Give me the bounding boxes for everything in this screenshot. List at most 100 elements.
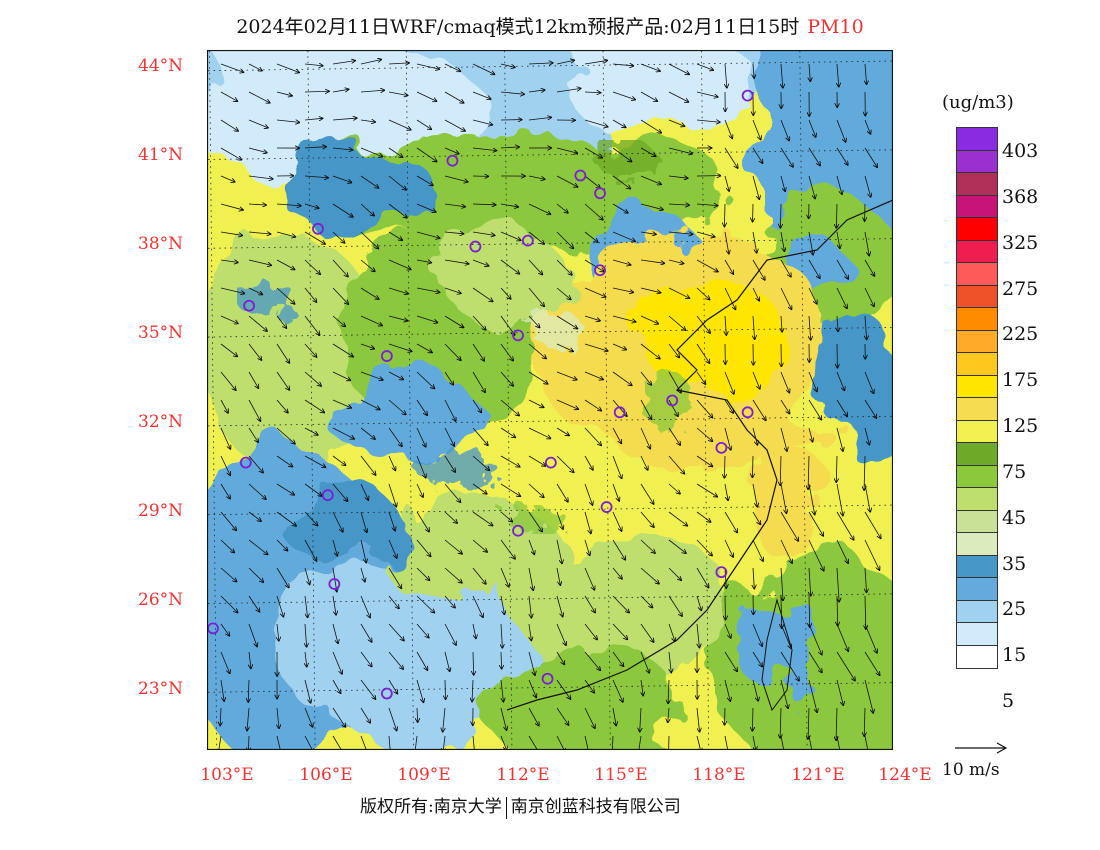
wind-arrow <box>388 399 406 415</box>
wind-arrow <box>248 315 267 331</box>
wind-arrow <box>304 147 326 148</box>
colorbar-swatch <box>957 555 997 578</box>
wind-arrow <box>388 343 412 351</box>
wind-arrow <box>864 483 870 512</box>
city-marker <box>741 89 754 102</box>
colorbar-swatch <box>957 128 997 151</box>
wind-arrow <box>584 315 600 321</box>
wind-arrow <box>360 343 374 349</box>
wind-arrow <box>584 203 603 220</box>
wind-arrow <box>668 315 685 330</box>
wind-arrow <box>668 567 681 580</box>
wind-arrow <box>836 707 837 740</box>
wind-arrow <box>444 455 455 472</box>
wind-arrow <box>276 63 299 73</box>
wind-arrow <box>696 623 699 647</box>
wind-arrow <box>304 399 324 413</box>
wind-arrow <box>556 203 568 213</box>
wind-arrow <box>584 595 595 613</box>
wind-arrow <box>528 343 546 359</box>
wind-arrow <box>500 231 521 240</box>
wind-arrow <box>472 427 488 445</box>
wind-arrow <box>556 343 573 351</box>
wind-arrow <box>584 483 593 505</box>
wind-arrow <box>220 707 221 726</box>
wind-arrow <box>808 483 815 515</box>
wind-arrow <box>304 259 320 274</box>
wind-arrow <box>780 707 781 738</box>
wind-arrow <box>612 679 623 702</box>
city-marker <box>469 240 482 253</box>
wind-arrow <box>584 231 598 242</box>
wind-arrow <box>304 231 325 244</box>
latitude-line <box>207 327 893 338</box>
wind-arrow <box>724 651 737 671</box>
wind-arrow <box>444 91 464 103</box>
wind-arrow <box>640 119 661 133</box>
city-marker <box>594 264 606 277</box>
wind-arrow <box>276 455 292 467</box>
wind-arrow <box>473 651 474 675</box>
wind-arrow <box>472 147 497 151</box>
colorbar-swatch <box>957 330 997 353</box>
wind-arrow <box>444 259 469 264</box>
wind-arrow <box>669 651 671 673</box>
wind-arrow <box>724 455 725 478</box>
wind-arrow <box>780 455 781 485</box>
wind-arrow <box>556 259 572 275</box>
wind-arrow <box>808 371 817 391</box>
wind-arrow <box>248 175 273 179</box>
wind-arrow <box>388 511 395 531</box>
wind-arrow <box>668 63 689 74</box>
wind-arrow <box>360 455 376 475</box>
wind-arrow <box>752 455 753 477</box>
wind-arrow <box>305 623 307 647</box>
city-marker <box>574 169 587 182</box>
wind-arrow <box>220 119 238 131</box>
wind-arrow <box>640 343 660 359</box>
wind-arrow <box>332 231 345 243</box>
wind-arrow <box>556 287 571 299</box>
wind-arrow <box>416 231 440 238</box>
wind-arrow <box>472 259 489 266</box>
wind-arrow <box>248 204 266 205</box>
wind-arrow <box>780 427 787 451</box>
wind-vectors <box>217 60 880 750</box>
lon-label-115: 115°E <box>594 765 648 785</box>
wind-arrow <box>640 175 661 184</box>
colorbar-swatch <box>957 398 997 421</box>
wind-arrow <box>556 679 571 699</box>
map-panel <box>207 50 893 750</box>
wind-arrow <box>781 315 782 332</box>
wind-arrow <box>276 204 301 206</box>
wind-arrow <box>809 315 811 340</box>
wind-arrow <box>612 651 623 666</box>
wind-arrow <box>780 511 798 541</box>
wind-arrow <box>808 119 816 137</box>
wind-arrow <box>752 371 760 389</box>
wind-arrow <box>444 119 465 131</box>
wind-arrow <box>556 315 577 329</box>
wind-arrow <box>780 399 790 414</box>
wind-arrow <box>780 147 793 167</box>
wind-arrow <box>640 399 652 419</box>
latitude-line <box>207 149 893 160</box>
wind-arrow <box>248 119 268 128</box>
wind-arrow <box>836 623 848 651</box>
wind-arrow <box>388 371 403 380</box>
wind-arrow <box>388 455 395 470</box>
wind-arrow <box>584 147 602 158</box>
wind-arrow <box>416 511 429 532</box>
wind-arrow <box>444 315 464 328</box>
city-marker <box>380 687 393 700</box>
wind-arrow <box>696 707 700 732</box>
wind-arrow <box>444 399 456 421</box>
colorbar-swatch <box>957 285 997 308</box>
colorbar-swatch <box>957 150 997 173</box>
wind-arrow <box>640 539 655 553</box>
copyright: 版权所有:南京大学 南京创蓝科技有限公司 <box>360 792 681 819</box>
wind-arrow <box>248 511 261 521</box>
wind-arrow <box>780 679 788 708</box>
wind-arrow <box>416 539 431 556</box>
wind-arrow <box>444 371 453 385</box>
